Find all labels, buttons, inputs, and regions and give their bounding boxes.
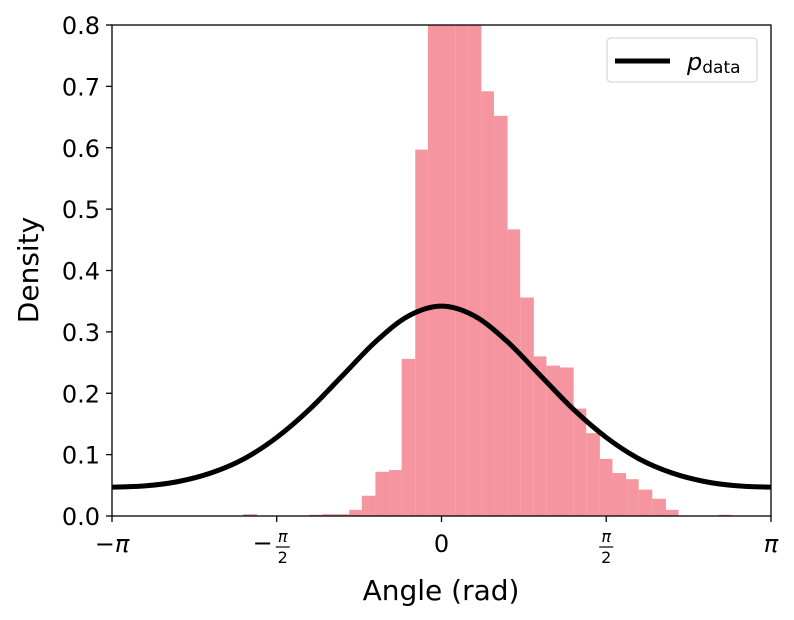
y-axis-title: Density [12,217,45,323]
y-tick-label: 0.8 [62,12,100,40]
histogram-bar [612,473,627,516]
histogram-bar [467,25,482,516]
y-tick-label: 0.6 [62,135,100,163]
histogram-bar [441,25,456,516]
histogram-bar [546,365,561,516]
legend: pdata [606,37,758,83]
histogram-bar [665,509,679,516]
curve-layer [112,303,771,490]
legend-box [606,37,758,83]
x-axis-title: Angle (rad) [363,574,520,607]
x-tick-label: π2 [599,527,614,567]
y-tick-label: 0.2 [62,380,100,408]
y-tick-label: 0.3 [62,319,100,347]
histogram-bar [599,458,613,516]
histogram-bar [415,149,428,516]
histogram-bar [349,509,362,516]
histogram-bar [507,229,521,516]
x-axis-ticks: −π − π2 0 π2 π [95,516,779,567]
histogram-bar [389,469,402,516]
legend-label-main: p [686,48,702,76]
histogram-bar [481,91,494,516]
histogram-bar [652,498,666,516]
histogram-bar [361,495,376,516]
histogram-bar [638,489,653,516]
histogram-bar [401,358,416,516]
y-tick-label: 0.7 [62,73,100,101]
x-tick-label: π [764,530,779,558]
histogram-bar [322,514,336,516]
x-tick-label-sign: − [253,529,273,557]
y-tick-label: 0.1 [62,442,100,470]
y-tick-label: 0.0 [62,503,100,531]
histogram-bar [573,408,587,516]
histogram-bar [626,479,639,516]
histogram-bar [455,25,468,516]
x-tick-label-denominator: 2 [601,548,611,567]
x-tick-label: −π [95,530,130,558]
x-tick-label-numerator: π [601,527,611,546]
histogram-bar [335,514,350,516]
histogram-bar [520,297,534,516]
histogram-bar [375,471,390,516]
histogram-bar [427,25,442,516]
legend-label-sub: data [702,58,740,78]
histogram-bar [533,356,547,516]
histogram-bar [560,367,574,516]
x-tick-label-numerator: π [278,527,288,546]
legend-label: pdata [686,48,741,78]
y-axis-ticks: 0.0 0.1 0.2 0.3 0.4 0.5 0.6 0.7 0.8 [62,12,112,531]
histogram-bar [586,433,600,516]
x-tick-label: 0 [434,530,449,558]
x-tick-label: − π 2 [253,527,290,567]
pdata-curve [112,303,771,490]
histogram-bar [243,514,257,516]
x-tick-label-denominator: 2 [278,548,288,567]
histogram-bar [493,115,508,516]
histogram-bars [243,25,731,516]
y-tick-label: 0.4 [62,258,100,286]
y-tick-label: 0.5 [62,196,100,224]
